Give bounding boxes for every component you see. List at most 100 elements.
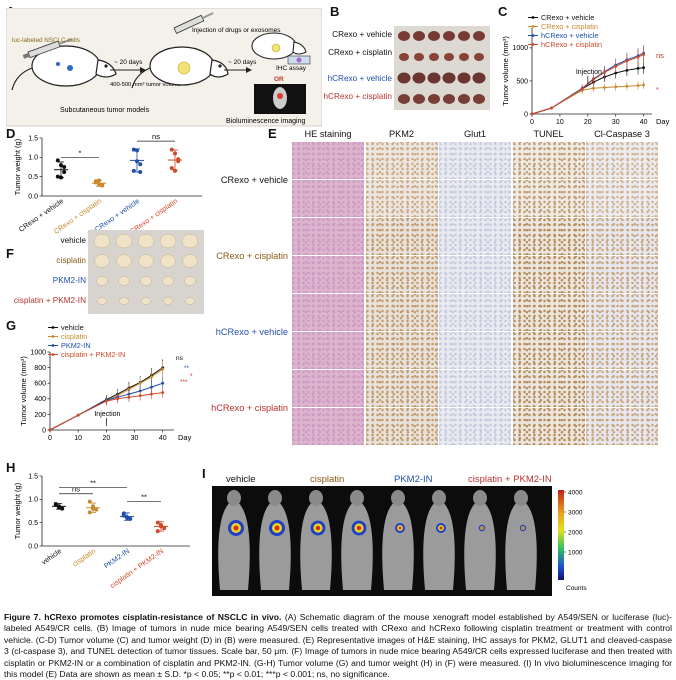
histology-tile <box>365 142 438 179</box>
y-tick-label: 400 <box>34 396 46 403</box>
panel-b-row-label: CRexo + vehicle <box>332 30 392 39</box>
histology-tile <box>439 294 511 331</box>
data-point <box>161 391 165 394</box>
histology-tile <box>512 180 585 217</box>
data-point <box>138 170 143 175</box>
mouse-head <box>268 490 282 506</box>
x-tick-label: 20 <box>584 119 592 126</box>
panel-label-e: E <box>268 126 277 141</box>
significance-label: ns <box>152 132 160 141</box>
colorbar-tick-label: 3000 <box>568 509 583 516</box>
x-axis-label: Day <box>178 433 192 442</box>
x-tick-label: 30 <box>131 435 139 442</box>
tumor-specimen <box>458 94 470 104</box>
mouse-head <box>391 490 405 506</box>
ihc-label: IHC assay <box>276 65 307 72</box>
days-label-2: ~ 20 days <box>228 59 257 66</box>
histology-tile <box>512 142 585 179</box>
panel-i-group-label: cisplatin + PKM2-IN <box>468 474 552 485</box>
colorbar-rect <box>558 490 564 580</box>
histology-tile <box>512 218 585 255</box>
tumor-specimen <box>444 53 454 61</box>
mouse-silhouette <box>464 500 496 590</box>
histology-tile <box>365 218 438 255</box>
tumor-specimen <box>160 254 176 268</box>
histology-tile <box>292 256 364 293</box>
histology-tile <box>365 180 438 217</box>
mouse-silhouette <box>423 500 455 590</box>
data-point <box>87 499 92 504</box>
data-point <box>48 428 52 432</box>
data-point <box>116 397 120 401</box>
tumor-specimen <box>473 94 485 104</box>
mouse-silhouette <box>259 500 291 590</box>
legend-marker <box>51 326 55 329</box>
mouse-head <box>227 490 241 506</box>
tumor-specimen <box>93 233 111 249</box>
panel-label-c: C <box>498 4 508 19</box>
legend-entry: vehicle <box>61 323 84 332</box>
legend-entry: cisplatin <box>61 332 87 341</box>
data-point <box>155 520 160 525</box>
data-point <box>614 85 618 89</box>
histology-tile <box>439 218 511 255</box>
panel-b-tumor-photo <box>394 26 490 110</box>
y-tick-label: 1000 <box>30 349 46 356</box>
tumor-specimen <box>137 233 155 249</box>
data-point <box>603 70 606 74</box>
chart-c-tumor-volume: 0 10 20 30 40 0 500 1000 Day Tumor volume (mm³) CR… <box>501 13 670 126</box>
tumor-specimen <box>472 72 486 84</box>
legend-marker <box>531 16 535 19</box>
panel-label-h: H <box>6 460 16 475</box>
category-label: vehicle <box>40 546 63 566</box>
legend-marker <box>531 43 535 46</box>
histology-tile <box>439 142 511 179</box>
y-tick-label: 500 <box>516 78 528 85</box>
subcutaneous-label: Subcutaneous tumor models <box>60 107 150 114</box>
histology-tile <box>365 370 438 407</box>
signal-core <box>274 525 280 531</box>
histology-tile <box>439 332 511 369</box>
y-tick-label: 600 <box>34 381 46 388</box>
histology-tile <box>586 332 658 369</box>
data-point <box>614 64 618 68</box>
mouse-head <box>432 490 446 506</box>
tumor-specimen <box>458 31 470 41</box>
histology-tile <box>292 142 364 179</box>
tumor-specimen <box>116 254 132 268</box>
y-tick-label: 0 <box>42 427 46 434</box>
data-point <box>603 86 606 89</box>
mouse-silhouette <box>382 500 414 590</box>
mouse-silhouette <box>218 500 250 590</box>
tumor-specimen <box>138 254 154 268</box>
x-tick-label: 20 <box>102 435 110 442</box>
data-point <box>614 71 618 75</box>
data-point <box>150 392 153 396</box>
tumor-specimen <box>457 72 471 84</box>
data-point <box>636 66 640 70</box>
histology-tile <box>439 408 511 445</box>
panel-b-row-label: CRexo + cisplatin <box>328 48 392 57</box>
data-point <box>76 413 80 417</box>
histology-tile <box>292 180 364 217</box>
data-point <box>642 83 646 87</box>
histology-tile <box>512 294 585 331</box>
signal-core <box>233 525 239 531</box>
y-tick-label: 0 <box>524 111 528 118</box>
panel-e-row-label: hCRexo + cisplatin <box>211 402 288 413</box>
panel-f-row-label: vehicle <box>60 236 87 245</box>
significance-label: ** <box>90 479 96 488</box>
data-point <box>642 53 646 56</box>
tumor-specimen <box>140 276 152 286</box>
histology-tile <box>365 294 438 331</box>
figure-caption: Figure 7. hCRexo promotes cisplatin-resi… <box>4 612 672 680</box>
tumor-specimen <box>115 233 133 249</box>
injection-annotation: Injection <box>94 411 120 418</box>
tumor-specimen <box>414 53 424 61</box>
data-point <box>62 170 67 175</box>
panel-f-row-label: PKM2-IN <box>52 276 86 285</box>
signal-core <box>439 526 443 530</box>
data-point <box>155 529 160 534</box>
panel-i-group-label: PKM2-IN <box>394 474 433 485</box>
